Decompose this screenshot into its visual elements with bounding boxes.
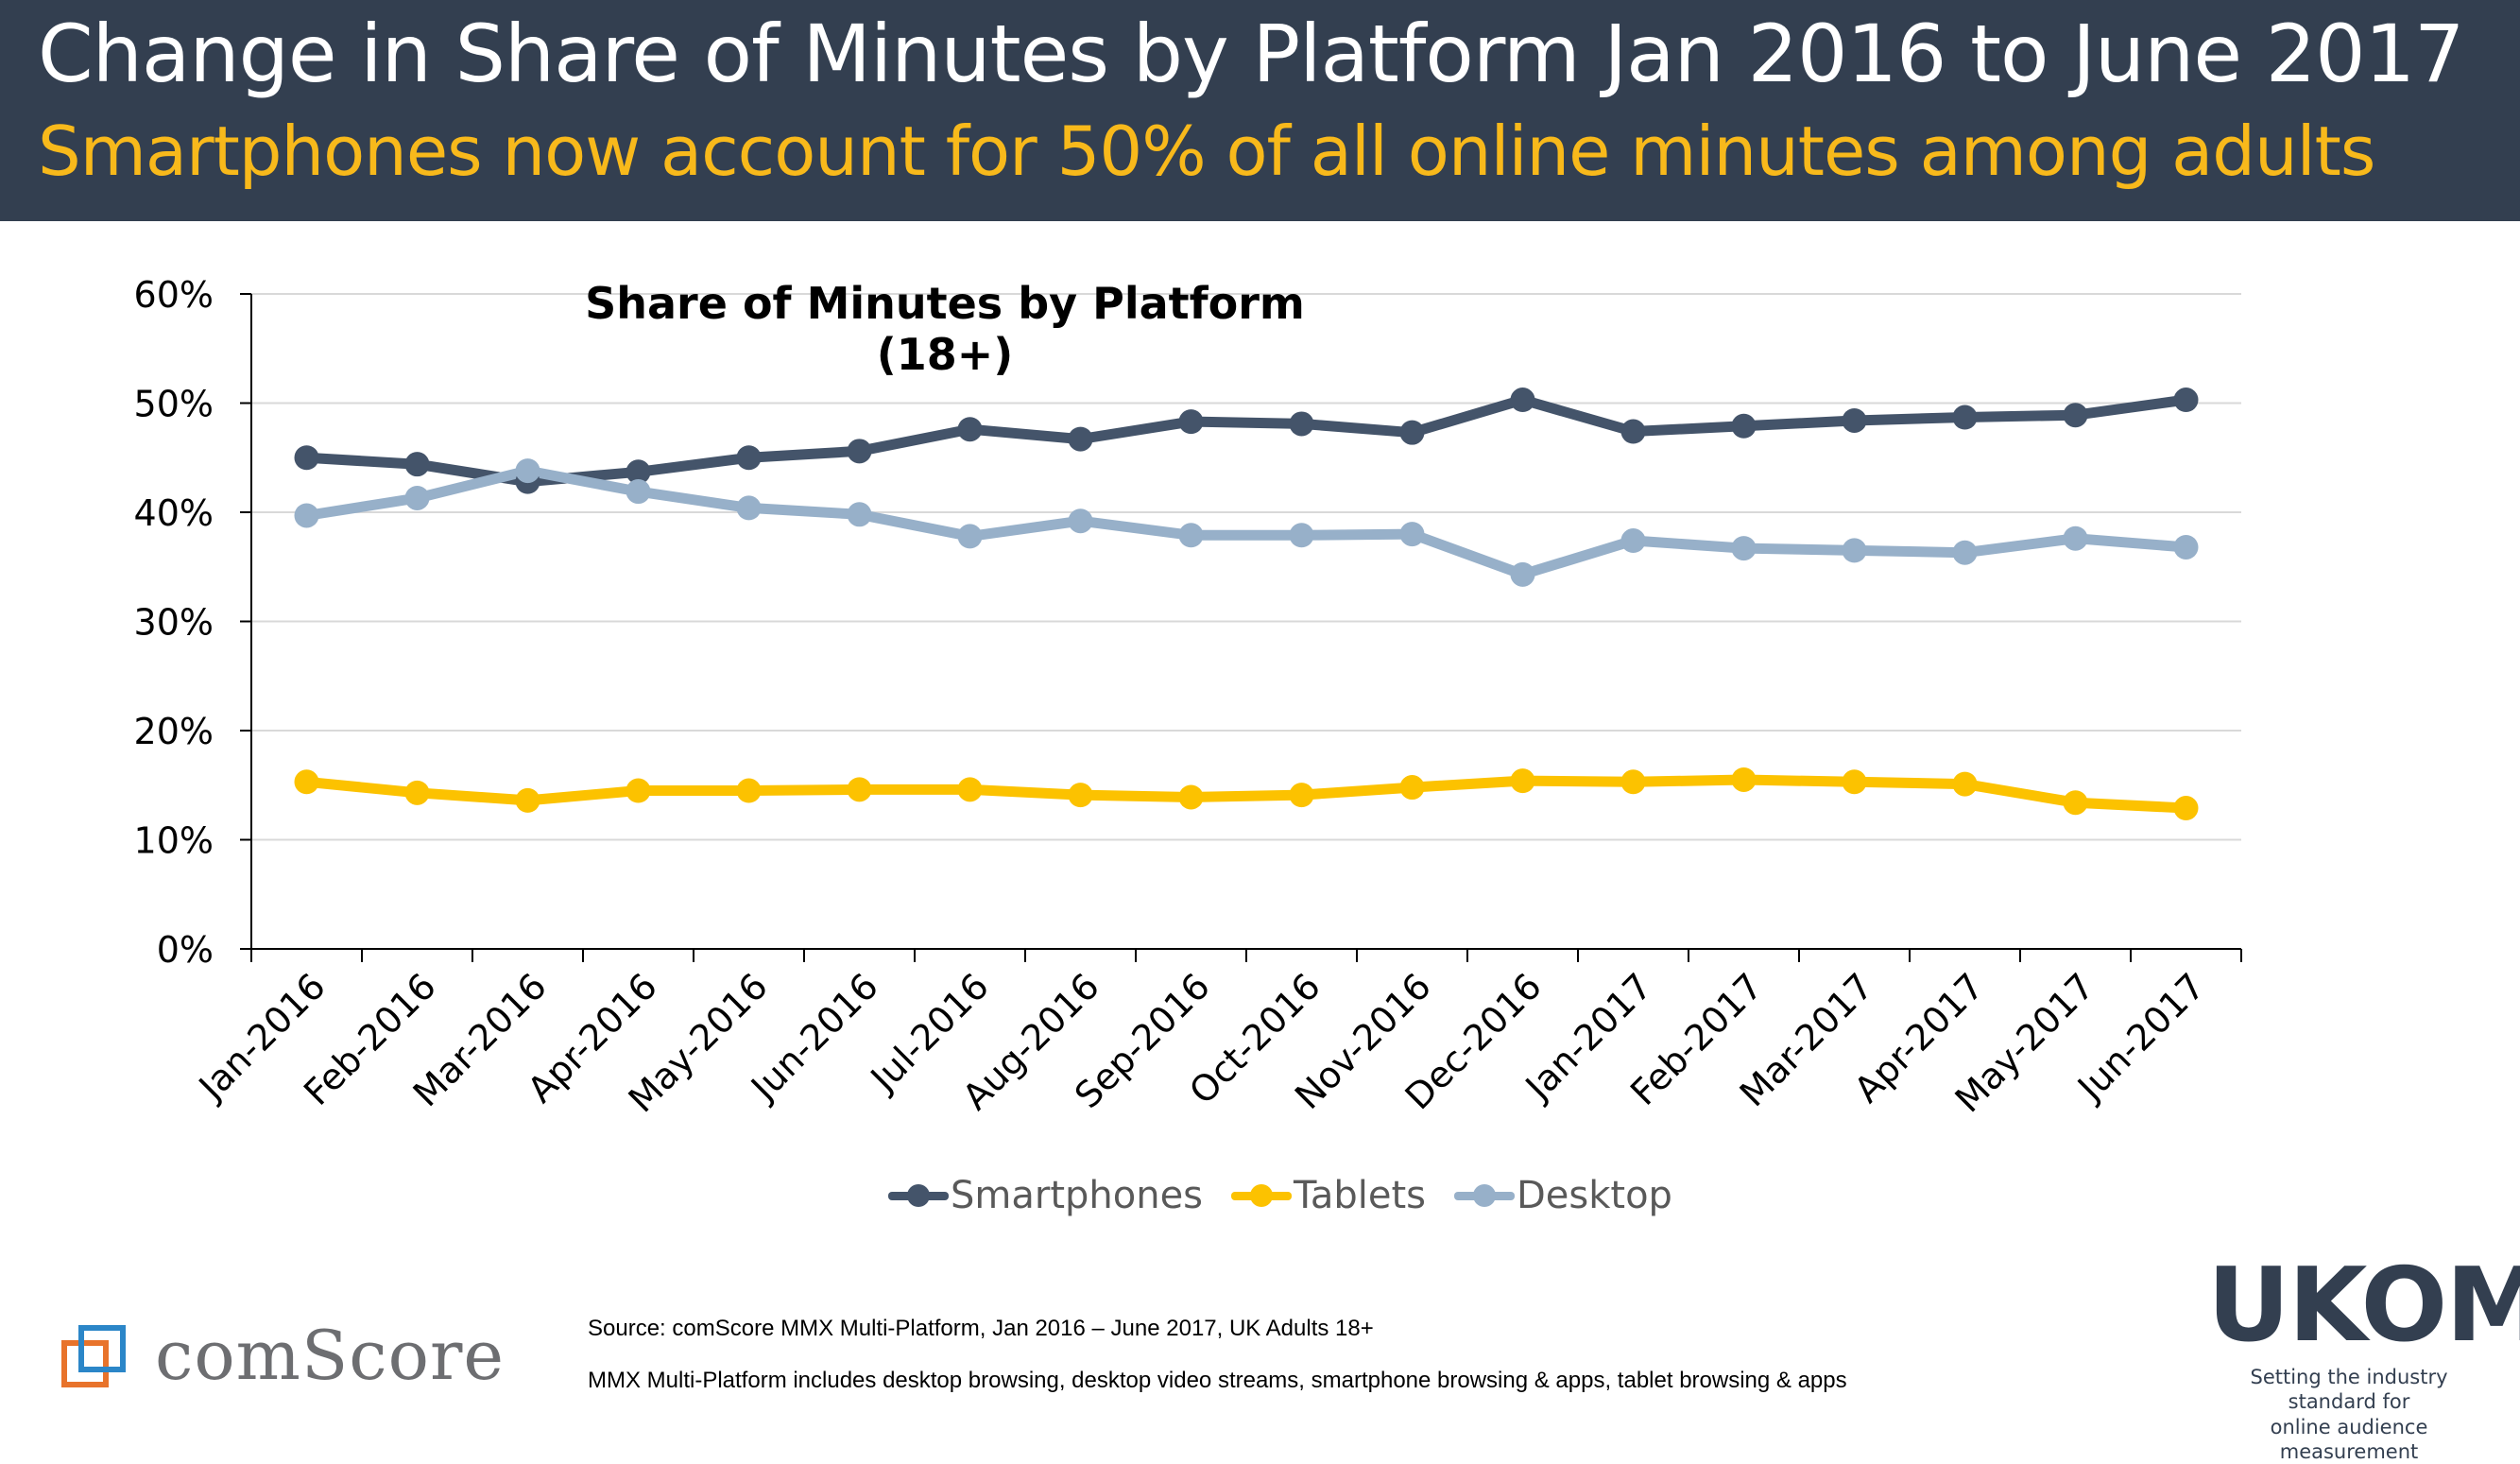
series-line-desktop bbox=[307, 471, 2186, 575]
data-point-tablets bbox=[1400, 775, 1425, 800]
ukom-tagline-line-2: online audience measurement bbox=[2207, 1415, 2491, 1464]
data-point-desktop bbox=[2064, 526, 2088, 551]
data-point-smartphones bbox=[848, 439, 872, 463]
comscore-logo-icon bbox=[60, 1322, 136, 1388]
data-point-tablets bbox=[1290, 783, 1314, 807]
data-point-desktop bbox=[1069, 508, 1093, 533]
legend-item-desktop: Desktop bbox=[1454, 1174, 1672, 1217]
data-point-desktop bbox=[2174, 535, 2199, 560]
legend-swatch-tablets bbox=[1231, 1177, 1292, 1214]
data-point-smartphones bbox=[1511, 388, 1535, 412]
data-point-tablets bbox=[1621, 769, 1646, 794]
legend-label-desktop: Desktop bbox=[1517, 1174, 1672, 1217]
data-point-desktop bbox=[848, 502, 872, 526]
data-point-smartphones bbox=[737, 445, 762, 470]
data-point-tablets bbox=[626, 779, 651, 803]
ukom-logo: UKOM Setting the industry standard for o… bbox=[2207, 1255, 2491, 1464]
data-point-desktop bbox=[1400, 522, 1425, 546]
data-point-desktop bbox=[1511, 562, 1535, 587]
ukom-logo-text: UKOM bbox=[2207, 1255, 2491, 1357]
data-point-tablets bbox=[1953, 772, 1978, 797]
data-point-tablets bbox=[2064, 790, 2088, 815]
data-point-tablets bbox=[1843, 769, 1867, 794]
chart-title: Share of Minutes by Platform (18+) bbox=[567, 278, 1323, 380]
data-point-tablets bbox=[1179, 784, 1204, 809]
series-line-smartphones bbox=[307, 400, 2186, 482]
comscore-logo: comScore bbox=[60, 1316, 505, 1395]
legend-item-tablets: Tablets bbox=[1231, 1174, 1426, 1217]
data-point-tablets bbox=[848, 777, 872, 801]
data-point-smartphones bbox=[1953, 405, 1978, 430]
page-title: Change in Share of Minutes by Platform J… bbox=[38, 8, 2464, 100]
data-point-desktop bbox=[295, 503, 319, 527]
y-tick-label: 40% bbox=[134, 492, 214, 534]
page-subtitle: Smartphones now account for 50% of all o… bbox=[38, 112, 2374, 191]
legend-label-smartphones: Smartphones bbox=[951, 1174, 1203, 1217]
data-point-desktop bbox=[1732, 536, 1757, 560]
data-point-tablets bbox=[516, 788, 540, 813]
data-point-desktop bbox=[958, 524, 983, 548]
data-point-smartphones bbox=[295, 445, 319, 470]
data-point-smartphones bbox=[1621, 420, 1646, 444]
data-point-tablets bbox=[295, 769, 319, 794]
data-point-desktop bbox=[405, 486, 430, 510]
data-point-smartphones bbox=[1290, 411, 1314, 436]
header-bar: Change in Share of Minutes by Platform J… bbox=[0, 0, 2520, 221]
data-point-tablets bbox=[1069, 783, 1093, 807]
y-tick-label: 20% bbox=[134, 711, 214, 752]
legend-swatch-smartphones bbox=[888, 1177, 949, 1214]
y-tick-label: 30% bbox=[134, 602, 214, 644]
data-point-smartphones bbox=[1400, 421, 1425, 445]
data-point-smartphones bbox=[2174, 388, 2199, 412]
source-note: Source: comScore MMX Multi-Platform, Jan… bbox=[588, 1316, 1374, 1342]
data-point-tablets bbox=[405, 781, 430, 805]
data-point-tablets bbox=[1511, 768, 1535, 793]
y-tick-label: 50% bbox=[134, 384, 214, 425]
data-point-smartphones bbox=[958, 417, 983, 441]
data-point-tablets bbox=[1732, 767, 1757, 792]
data-point-smartphones bbox=[2064, 403, 2088, 427]
series-line-tablets bbox=[307, 780, 2186, 808]
comscore-logo-text: comScore bbox=[155, 1316, 505, 1395]
data-point-desktop bbox=[516, 458, 540, 483]
data-point-tablets bbox=[958, 777, 983, 801]
legend-item-smartphones: Smartphones bbox=[888, 1174, 1203, 1217]
data-point-desktop bbox=[737, 495, 762, 520]
data-point-smartphones bbox=[405, 452, 430, 476]
data-point-tablets bbox=[2174, 796, 2199, 820]
data-point-desktop bbox=[1290, 523, 1314, 547]
data-point-smartphones bbox=[1843, 408, 1867, 433]
data-point-desktop bbox=[1953, 541, 1978, 565]
data-point-smartphones bbox=[1069, 427, 1093, 452]
data-point-desktop bbox=[1621, 528, 1646, 553]
data-point-desktop bbox=[1179, 523, 1204, 547]
chart-legend: Smartphones Tablets Desktop bbox=[888, 1172, 1701, 1219]
data-point-desktop bbox=[626, 479, 651, 504]
data-point-tablets bbox=[737, 779, 762, 803]
data-point-smartphones bbox=[1179, 409, 1204, 434]
data-point-desktop bbox=[1843, 538, 1867, 562]
ukom-tagline-line-1: Setting the industry standard for bbox=[2207, 1365, 2491, 1415]
methodology-note: MMX Multi-Platform includes desktop brow… bbox=[588, 1368, 1847, 1394]
data-point-smartphones bbox=[1732, 414, 1757, 439]
y-tick-label: 10% bbox=[134, 820, 214, 862]
legend-swatch-desktop bbox=[1454, 1177, 1515, 1214]
legend-label-tablets: Tablets bbox=[1294, 1174, 1426, 1217]
y-tick-label: 60% bbox=[134, 274, 214, 316]
y-tick-label: 0% bbox=[157, 929, 214, 971]
